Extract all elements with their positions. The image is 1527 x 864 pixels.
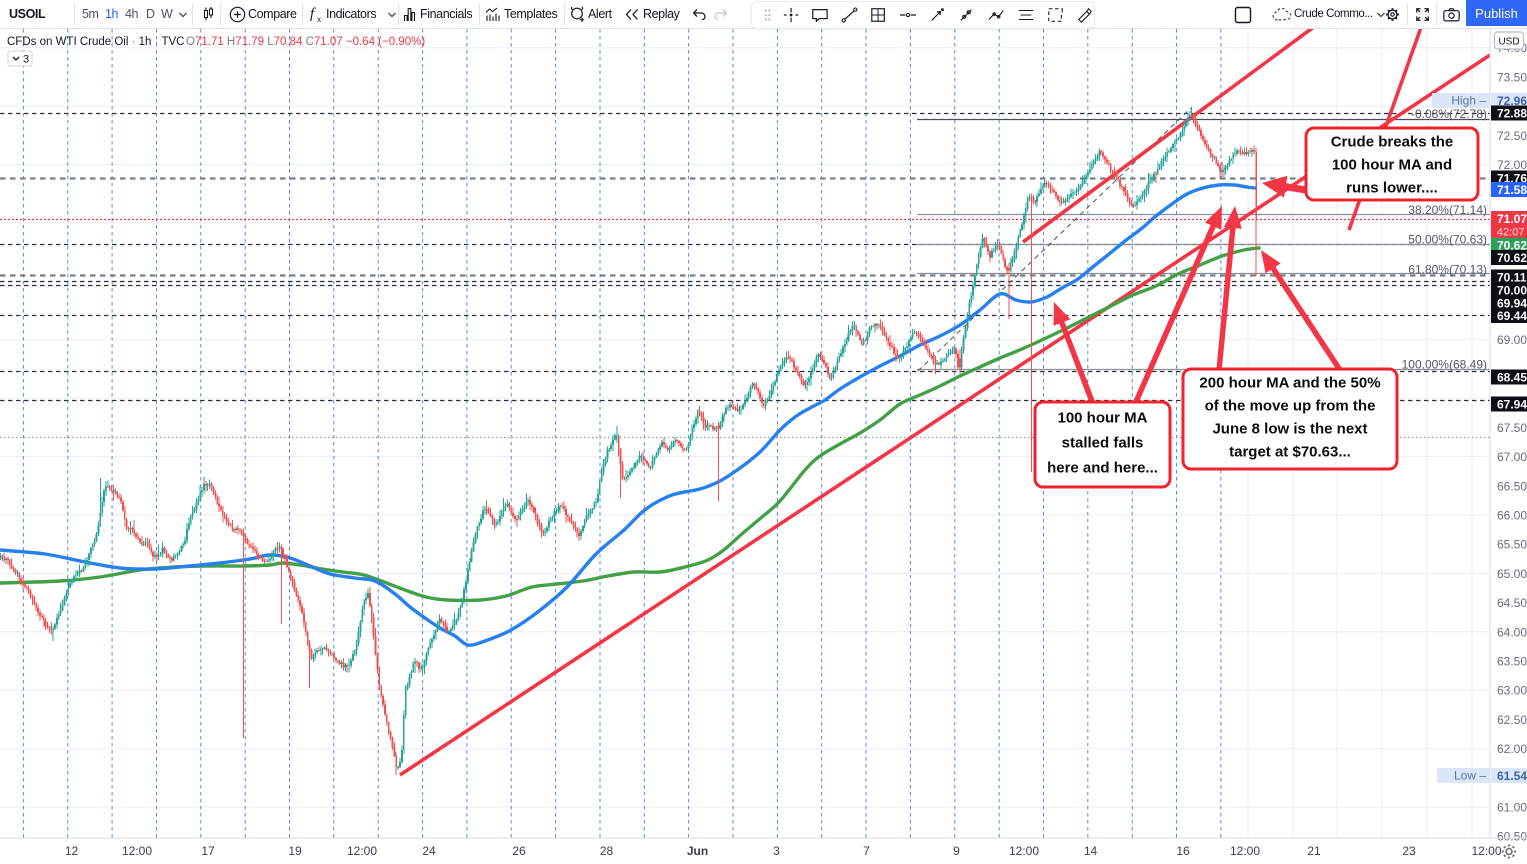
svg-text:72.00: 72.00	[1497, 158, 1527, 172]
svg-text:70.62: 70.62	[1497, 251, 1527, 265]
svg-text:67.50: 67.50	[1497, 421, 1527, 435]
svg-text:target at $70.63...: target at $70.63...	[1229, 444, 1351, 461]
svg-text:65.50: 65.50	[1497, 538, 1527, 552]
svg-text:CFDs on WTI Crude Oil · 1h · T: CFDs on WTI Crude Oil · 1h · TVC	[7, 36, 184, 48]
svg-text:here and here...: here and here...	[1047, 460, 1158, 477]
svg-text:7: 7	[863, 844, 870, 858]
svg-text:65.00: 65.00	[1497, 567, 1527, 581]
svg-text:19: 19	[288, 844, 302, 858]
svg-text:69.44: 69.44	[1497, 309, 1527, 323]
svg-text:3: 3	[773, 844, 780, 858]
svg-text:12:00: 12:00	[1471, 844, 1501, 858]
svg-text:70.62: 70.62	[1497, 239, 1527, 253]
svg-text:62.50: 62.50	[1497, 713, 1527, 727]
svg-text:Crude breaks the: Crude breaks the	[1331, 134, 1454, 151]
svg-text:38.20%(71.14): 38.20%(71.14)	[1408, 203, 1487, 217]
svg-text:June 8 low is the next: June 8 low is the next	[1212, 421, 1367, 438]
svg-text:14: 14	[1084, 844, 1098, 858]
svg-text:21: 21	[1307, 844, 1321, 858]
svg-text:61.00: 61.00	[1497, 801, 1527, 815]
svg-text:12:00: 12:00	[122, 844, 152, 858]
svg-text:72.96: 72.96	[1497, 94, 1527, 108]
svg-text:73.50: 73.50	[1497, 70, 1527, 84]
svg-text:12: 12	[65, 844, 79, 858]
svg-text:70.11: 70.11	[1497, 271, 1527, 285]
svg-text:61.80%(70.13): 61.80%(70.13)	[1408, 263, 1487, 277]
svg-text:71.58: 71.58	[1497, 183, 1527, 197]
svg-text:f: f	[310, 6, 316, 22]
svg-text:67.94: 67.94	[1497, 398, 1527, 412]
svg-text:67.00: 67.00	[1497, 450, 1527, 464]
svg-text:100 hour MA: 100 hour MA	[1057, 410, 1147, 427]
svg-text:x: x	[317, 15, 321, 23]
svg-text:16: 16	[1176, 844, 1190, 858]
svg-text:42:07: 42:07	[1497, 227, 1525, 239]
svg-text:USD: USD	[1498, 37, 1519, 48]
svg-text:100.00%(68.49): 100.00%(68.49)	[1402, 358, 1487, 372]
svg-text:26: 26	[512, 844, 526, 858]
svg-text:50.00%(70.63): 50.00%(70.63)	[1408, 233, 1487, 247]
svg-text:23: 23	[1402, 844, 1416, 858]
svg-text:-0.08%(72.78): -0.08%(72.78)	[1411, 107, 1487, 121]
svg-text:66.00: 66.00	[1497, 509, 1527, 523]
svg-text:66.50: 66.50	[1497, 479, 1527, 493]
svg-text:100 hour MA and: 100 hour MA and	[1332, 157, 1452, 174]
svg-text:69.94: 69.94	[1497, 297, 1527, 311]
svg-text:63.00: 63.00	[1497, 684, 1527, 698]
svg-text:O71.71 H71.79 L70.84 C71.07 −0: O71.71 H71.79 L70.84 C71.07 −0.64 (−0.90…	[186, 36, 425, 48]
svg-text:runs lower....: runs lower....	[1346, 180, 1438, 197]
svg-text:3: 3	[23, 54, 29, 66]
svg-text:62.00: 62.00	[1497, 742, 1527, 756]
svg-text:61.54: 61.54	[1497, 769, 1527, 783]
svg-text:Low –: Low –	[1454, 769, 1486, 783]
svg-text:60.50: 60.50	[1497, 830, 1527, 844]
svg-text:9: 9	[953, 844, 960, 858]
svg-text:68.45: 68.45	[1497, 371, 1527, 385]
svg-text:72.88: 72.88	[1497, 107, 1527, 121]
svg-text:Jun: Jun	[687, 844, 708, 858]
svg-text:12:00: 12:00	[347, 844, 377, 858]
svg-text:72.50: 72.50	[1497, 129, 1527, 143]
svg-text:12:00: 12:00	[1230, 844, 1260, 858]
svg-text:28: 28	[600, 844, 614, 858]
svg-text:70.00: 70.00	[1497, 284, 1527, 298]
svg-text:of the move up from the: of the move up from the	[1205, 398, 1376, 415]
svg-text:17: 17	[201, 844, 215, 858]
svg-text:High –: High –	[1451, 94, 1486, 108]
svg-text:12:00: 12:00	[1009, 844, 1039, 858]
svg-text:stalled falls: stalled falls	[1062, 435, 1144, 452]
svg-text:71.07: 71.07	[1497, 212, 1527, 226]
svg-text:24: 24	[422, 844, 436, 858]
svg-text:64.50: 64.50	[1497, 596, 1527, 610]
svg-text:63.50: 63.50	[1497, 655, 1527, 669]
svg-text:64.00: 64.00	[1497, 625, 1527, 639]
svg-text:200 hour MA and the 50%: 200 hour MA and the 50%	[1199, 375, 1380, 392]
svg-text:69.00: 69.00	[1497, 333, 1527, 347]
